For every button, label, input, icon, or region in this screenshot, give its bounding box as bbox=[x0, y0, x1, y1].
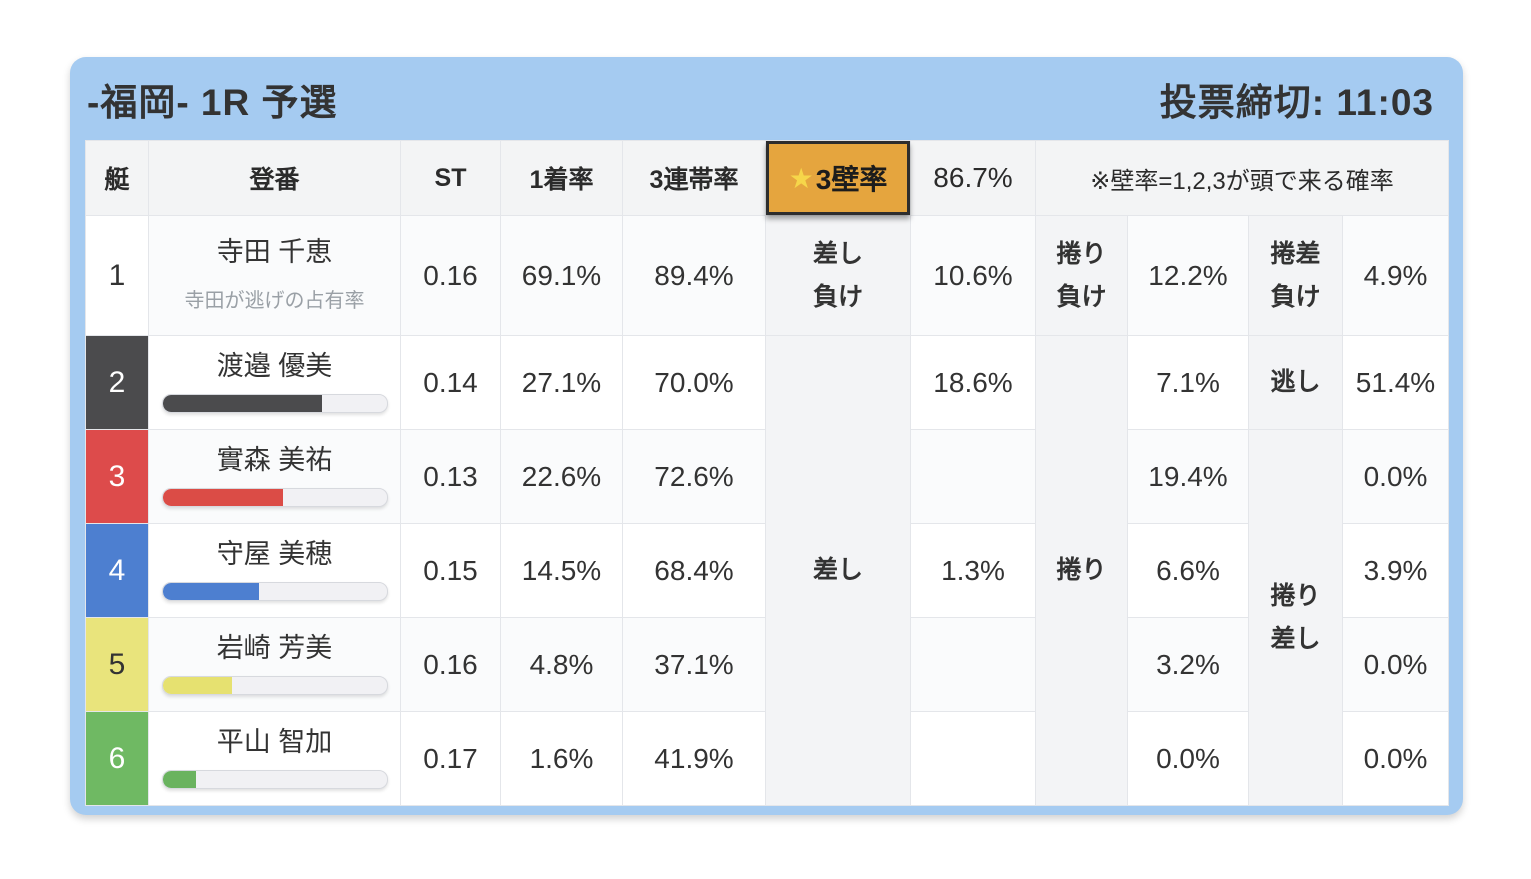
share-progress-bar bbox=[161, 582, 388, 602]
wall-rate-label: 3壁率 bbox=[815, 164, 888, 195]
kimarite-label-makuri: 捲り bbox=[1035, 335, 1128, 806]
sashi-value bbox=[910, 617, 1036, 712]
share-progress-fill bbox=[162, 395, 322, 413]
boat-number: 6 bbox=[85, 711, 149, 806]
racer-name: 寺田 千恵 bbox=[216, 237, 333, 268]
wall-rate-value: 86.7% bbox=[910, 140, 1036, 216]
sashi-value bbox=[910, 429, 1036, 524]
racer-cell: 守屋 美穂 bbox=[148, 523, 401, 618]
share-progress-fill bbox=[162, 489, 284, 507]
table-row: 3 實森 美祐 0.13 22.6% 72.6% 19.4% 捲り 差し 0.0… bbox=[85, 429, 1450, 806]
wall-rate-highlight-button[interactable]: ★ 3壁率 bbox=[766, 141, 910, 215]
racer-name: 守屋 美穂 bbox=[216, 538, 333, 569]
kimarite-label-sashimake: 差し 負け bbox=[765, 215, 911, 336]
makurizashi-value: 0.0% bbox=[1341, 617, 1450, 712]
sashi-value: 1.3% bbox=[910, 523, 1036, 618]
win-rate-value: 69.1% bbox=[500, 215, 623, 336]
kimarite-label-makurizashi: 捲り 差し bbox=[1248, 429, 1343, 806]
sashi-value: 10.6% bbox=[910, 215, 1036, 336]
st-value: 0.16 bbox=[400, 617, 501, 712]
sashi-value: 18.6% bbox=[910, 335, 1036, 430]
share-progress-bar bbox=[161, 676, 388, 696]
win-rate-value: 14.5% bbox=[500, 523, 623, 618]
share-progress-fill bbox=[162, 677, 232, 695]
share-progress-bar bbox=[161, 488, 388, 508]
makuri-value: 12.2% bbox=[1127, 215, 1249, 336]
card-header: -福岡- 1R 予選 投票締切: 11:03 bbox=[85, 57, 1448, 140]
racer-name: 岩崎 芳美 bbox=[216, 632, 333, 663]
header-row: 艇 登番 ST 1着率 3連帯率 ★ 3壁率 86.7% ※壁率=1,2,3が頭… bbox=[85, 140, 1450, 216]
col-top3-rate: 3連帯率 bbox=[622, 140, 766, 216]
makuri-value: 7.1% bbox=[1127, 335, 1249, 430]
boat-number: 2 bbox=[85, 335, 149, 430]
makurizashi-value: 3.9% bbox=[1341, 523, 1450, 618]
makuri-value: 3.2% bbox=[1127, 617, 1249, 712]
st-value: 0.13 bbox=[400, 429, 501, 524]
st-value: 0.16 bbox=[400, 215, 501, 336]
table-row: 1 寺田 千恵 寺田が逃げの占有率 0.16 69.1% 89.4% 差し 負け… bbox=[85, 215, 1450, 336]
race-table: 艇 登番 ST 1着率 3連帯率 ★ 3壁率 86.7% ※壁率=1,2,3が頭… bbox=[85, 140, 1450, 806]
table-row: 6 平山 智加 0.17 1.6% 41.9% 0.0% 0.0% bbox=[85, 711, 1450, 806]
kimarite-label-makurizashimake: 捲差 負け bbox=[1248, 215, 1343, 336]
col-win-rate: 1着率 bbox=[500, 140, 623, 216]
table-row: 2 渡邉 優美 0.14 27.1% 70.0% 差し 18.6% 捲り 7.1… bbox=[85, 335, 1450, 806]
makurizashi-value: 51.4% bbox=[1341, 335, 1450, 430]
race-title: -福岡- 1R 予選 bbox=[87, 81, 338, 123]
top3-rate-value: 70.0% bbox=[622, 335, 766, 430]
st-value: 0.17 bbox=[400, 711, 501, 806]
sashi-value bbox=[910, 711, 1036, 806]
table-row: 4 守屋 美穂 0.15 14.5% 68.4% 1.3% 6.6% 3.9% bbox=[85, 523, 1450, 618]
col-st: ST bbox=[400, 140, 501, 216]
wall-rate-note: ※壁率=1,2,3が頭で来る確率 bbox=[1034, 140, 1450, 216]
kimarite-label-nigashi: 逃し bbox=[1248, 335, 1343, 430]
makurizashi-value: 0.0% bbox=[1341, 429, 1450, 524]
boat-number: 4 bbox=[85, 523, 149, 618]
kimarite-label-makurimake: 捲り 負け bbox=[1035, 215, 1128, 336]
top3-rate-value: 68.4% bbox=[622, 523, 766, 618]
top3-rate-value: 89.4% bbox=[622, 215, 766, 336]
racer-cell: 實森 美祐 bbox=[148, 429, 401, 524]
racer-cell: 寺田 千恵 寺田が逃げの占有率 bbox=[148, 215, 401, 336]
win-rate-value: 27.1% bbox=[500, 335, 623, 430]
st-value: 0.15 bbox=[400, 523, 501, 618]
racer-cell: 岩崎 芳美 bbox=[148, 617, 401, 712]
col-boat: 艇 bbox=[85, 140, 149, 216]
top3-rate-value: 37.1% bbox=[622, 617, 766, 712]
makuri-value: 6.6% bbox=[1127, 523, 1249, 618]
star-icon: ★ bbox=[788, 162, 814, 194]
share-progress-fill bbox=[162, 583, 259, 601]
col-wall-rate: ★ 3壁率 bbox=[765, 140, 911, 216]
st-value: 0.14 bbox=[400, 335, 501, 430]
boat-number: 3 bbox=[85, 429, 149, 524]
makuri-value: 19.4% bbox=[1127, 429, 1249, 524]
makurizashi-value: 4.9% bbox=[1341, 215, 1450, 336]
share-progress-bar bbox=[161, 394, 388, 414]
win-rate-value: 1.6% bbox=[500, 711, 623, 806]
win-rate-value: 4.8% bbox=[500, 617, 623, 712]
racer-name: 平山 智加 bbox=[216, 726, 333, 757]
race-info-card: -福岡- 1R 予選 投票締切: 11:03 艇 登番 ST 1着率 3連帯率 … bbox=[70, 57, 1463, 815]
table-row: 5 岩崎 芳美 0.16 4.8% 37.1% 3.2% 0.0% bbox=[85, 617, 1450, 712]
col-racer: 登番 bbox=[148, 140, 401, 216]
makuri-value: 0.0% bbox=[1127, 711, 1249, 806]
racer-cell: 渡邉 優美 bbox=[148, 335, 401, 430]
boat-number: 1 bbox=[85, 215, 149, 336]
top3-rate-value: 72.6% bbox=[622, 429, 766, 524]
makurizashi-value: 0.0% bbox=[1341, 711, 1450, 806]
win-rate-value: 22.6% bbox=[500, 429, 623, 524]
racer-name: 實森 美祐 bbox=[216, 444, 333, 475]
kimarite-label-sashi: 差し bbox=[765, 335, 911, 806]
share-progress-fill bbox=[162, 771, 197, 789]
racer-name: 渡邉 優美 bbox=[216, 350, 333, 381]
racer-subtext: 寺田が逃げの占有率 bbox=[184, 289, 365, 312]
racer-cell: 平山 智加 bbox=[148, 711, 401, 806]
top3-rate-value: 41.9% bbox=[622, 711, 766, 806]
boat-number: 5 bbox=[85, 617, 149, 712]
share-progress-bar bbox=[161, 770, 388, 790]
vote-deadline: 投票締切: 11:03 bbox=[1159, 81, 1434, 123]
